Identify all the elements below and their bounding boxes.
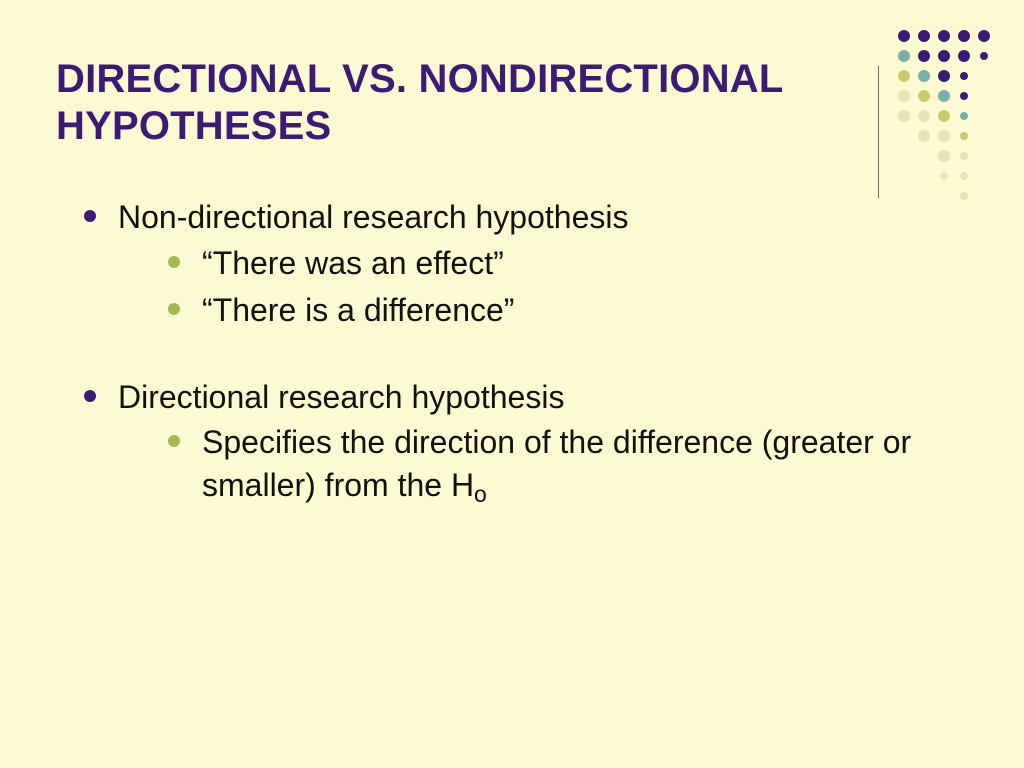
dot-icon — [918, 50, 930, 62]
dot-cell — [954, 66, 974, 86]
dot-icon — [960, 172, 968, 180]
dot-cell — [894, 146, 914, 166]
dot-cell — [954, 146, 974, 166]
slide-body: Non-directional research hypothesis “The… — [56, 196, 964, 507]
dot-cell — [894, 126, 914, 146]
dot-cell — [974, 106, 994, 126]
dot-cell — [894, 106, 914, 126]
dot-icon — [980, 52, 988, 60]
dot-icon — [938, 50, 950, 62]
dot-cell — [954, 126, 974, 146]
bullet-text: Directional research hypothesis — [118, 379, 564, 415]
dot-icon — [958, 30, 970, 42]
dot-cell — [934, 46, 954, 66]
dot-cell — [894, 26, 914, 46]
dot-cell — [894, 66, 914, 86]
dot-cell — [954, 166, 974, 186]
dot-icon — [958, 50, 970, 62]
bullet-text: Non-directional research hypothesis — [118, 199, 628, 235]
dot-cell — [974, 66, 994, 86]
dot-cell — [954, 106, 974, 126]
dot-icon — [938, 110, 950, 122]
dot-cell — [954, 46, 974, 66]
paragraph-spacer — [56, 336, 964, 376]
dot-cell — [894, 86, 914, 106]
dot-icon — [938, 150, 950, 162]
dot-cell — [914, 66, 934, 86]
dot-cell — [914, 106, 934, 126]
dot-cell — [914, 166, 934, 186]
dot-cell — [934, 26, 954, 46]
slide: DIRECTIONAL VS. NONDIRECTIONAL HYPOTHESE… — [0, 0, 1024, 768]
dot-icon — [938, 90, 950, 102]
subscript: o — [474, 481, 487, 507]
dot-icon — [918, 130, 930, 142]
dot-icon — [960, 112, 968, 120]
dot-cell — [954, 86, 974, 106]
dot-icon — [938, 30, 950, 42]
dot-cell — [894, 166, 914, 186]
dot-cell — [974, 126, 994, 146]
slide-title: DIRECTIONAL VS. NONDIRECTIONAL HYPOTHESE… — [56, 56, 836, 150]
subbullet-specifies: Specifies the direction of the differenc… — [168, 421, 964, 507]
dot-icon — [960, 132, 968, 140]
dot-cell — [914, 46, 934, 66]
dot-icon — [938, 70, 950, 82]
dot-cell — [934, 106, 954, 126]
dot-icon — [940, 172, 948, 180]
dot-icon — [960, 92, 968, 100]
dot-icon — [918, 110, 930, 122]
dot-icon — [960, 152, 968, 160]
corner-dot-grid — [894, 26, 994, 206]
dot-icon — [918, 70, 930, 82]
dot-cell — [934, 66, 954, 86]
bullet-directional: Directional research hypothesis Specifie… — [84, 376, 964, 508]
dot-icon — [918, 30, 930, 42]
dot-cell — [934, 86, 954, 106]
dot-icon — [938, 130, 950, 142]
dot-cell — [914, 126, 934, 146]
title-divider — [878, 66, 879, 198]
dot-icon — [898, 110, 910, 122]
dot-cell — [894, 46, 914, 66]
dot-cell — [974, 146, 994, 166]
subbullet-text: Specifies the direction of the differenc… — [202, 424, 911, 503]
dot-icon — [898, 30, 910, 42]
dot-cell — [914, 86, 934, 106]
dot-icon — [978, 30, 990, 42]
bullet-nondirectional: Non-directional research hypothesis “The… — [84, 196, 964, 332]
subbullet-effect: “There was an effect” — [168, 242, 964, 285]
dot-cell — [974, 186, 994, 206]
dot-icon — [918, 90, 930, 102]
dot-cell — [914, 26, 934, 46]
dot-cell — [914, 146, 934, 166]
dot-icon — [898, 50, 910, 62]
dot-icon — [898, 90, 910, 102]
dot-cell — [974, 26, 994, 46]
dot-cell — [934, 146, 954, 166]
dot-cell — [954, 26, 974, 46]
dot-icon — [898, 70, 910, 82]
dot-icon — [960, 72, 968, 80]
subbullet-difference: “There is a difference” — [168, 289, 964, 332]
dot-cell — [934, 166, 954, 186]
dot-cell — [974, 46, 994, 66]
dot-cell — [974, 166, 994, 186]
dot-cell — [934, 126, 954, 146]
dot-cell — [974, 86, 994, 106]
